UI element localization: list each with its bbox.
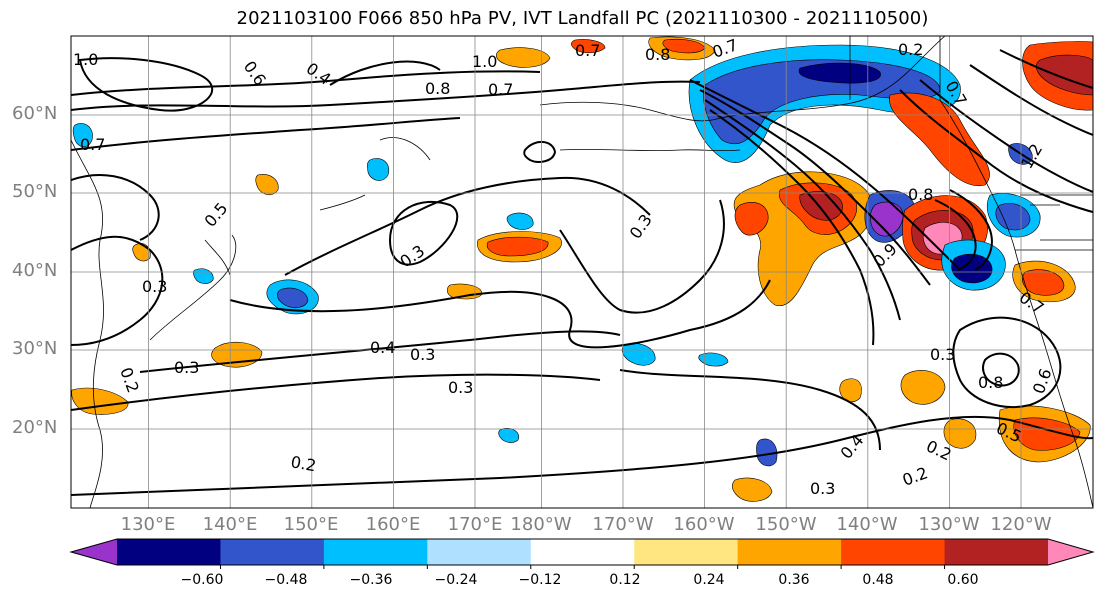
- lat-label-20n: 20°N: [12, 417, 58, 438]
- colorbar-frame: [69, 538, 1095, 566]
- contour-label: 0.2: [289, 452, 317, 475]
- colorbar-segment: [427, 539, 532, 565]
- contour-label: 1.0: [472, 52, 497, 71]
- colorbar-ticks: [219, 565, 946, 569]
- contour-label: 1.0: [73, 50, 98, 69]
- contour-label: 0.8: [425, 79, 450, 98]
- colorbar: [71, 539, 1093, 565]
- contour-label: 0.8: [978, 373, 1003, 392]
- lon-label: 130°W: [918, 514, 980, 535]
- colorbar-segment: [841, 539, 946, 565]
- graticule: [71, 36, 1093, 508]
- colorbar-segment: [323, 539, 428, 565]
- map-plot-area: 1.0 0.6 0.4 1.0 0.7 0.8 0.7 0.8 0.7 0.2 …: [71, 36, 1093, 508]
- lon-label: 120°W: [990, 514, 1052, 535]
- lon-label: 180°W: [510, 514, 572, 535]
- colorbar-tick-label: −0.12: [518, 572, 562, 588]
- colorbar-segment: [737, 539, 842, 565]
- colorbar-segment: [944, 539, 1049, 565]
- lon-label: 170°W: [592, 514, 654, 535]
- colorbar-extend-low: [71, 539, 117, 565]
- colorbar-tick-label: 0.24: [693, 572, 725, 588]
- colorbar-tick-label: 0.48: [862, 572, 894, 588]
- lat-label-30n: 30°N: [12, 338, 58, 359]
- contour-label: 0.3: [174, 358, 199, 377]
- contour-label: 0.3: [930, 345, 955, 364]
- colorbar-segment: [634, 539, 739, 565]
- lat-label-60n: 60°N: [12, 103, 58, 124]
- map-frame: [70, 35, 1094, 509]
- contour-label: 0.3: [810, 479, 835, 498]
- contour-label: 0.3: [410, 345, 435, 364]
- coastlines: [71, 36, 1093, 508]
- lat-label-50n: 50°N: [12, 181, 58, 202]
- contour-label: 0.4: [370, 338, 395, 357]
- colorbar-extend-high: [1048, 539, 1093, 565]
- lon-label: 140°W: [836, 514, 898, 535]
- lon-label: 170°E: [447, 514, 503, 535]
- lon-label: 160°E: [365, 514, 421, 535]
- colorbar-tick-label: −0.36: [349, 572, 393, 588]
- colorbar-segment: [530, 539, 635, 565]
- lon-label: 140°E: [202, 514, 258, 535]
- contour-label: 0.8: [908, 185, 933, 204]
- colorbar-tick-label: 0.36: [778, 572, 810, 588]
- map-title: 2021103100 F066 850 hPa PV, IVT Landfall…: [236, 8, 929, 29]
- lon-label: 160°W: [673, 514, 735, 535]
- colorbar-tick-label: 0.60: [947, 572, 979, 588]
- colorbar-segment: [117, 539, 221, 565]
- contour-label: 0.7: [80, 135, 105, 154]
- colorbar-tick-label: −0.24: [434, 572, 478, 588]
- colorbar-segment: [220, 539, 325, 565]
- contour-label: 0.7: [488, 80, 513, 99]
- lon-label: 130°E: [120, 514, 176, 535]
- lon-label: 150°E: [283, 514, 339, 535]
- lon-label: 150°W: [755, 514, 817, 535]
- contour-label: 0.7: [575, 41, 600, 60]
- colorbar-tick-label: −0.60: [180, 572, 224, 588]
- pv-contours: [71, 49, 1093, 496]
- colorbar-tick-label: −0.48: [264, 572, 308, 588]
- contour-label: 0.2: [898, 40, 923, 59]
- colorbar-tick-label: 0.12: [609, 572, 641, 588]
- lat-label-40n: 40°N: [12, 260, 58, 281]
- contour-label: 0.3: [448, 378, 473, 397]
- contour-label: 0.8: [645, 45, 670, 64]
- contour-label: 0.3: [142, 277, 167, 296]
